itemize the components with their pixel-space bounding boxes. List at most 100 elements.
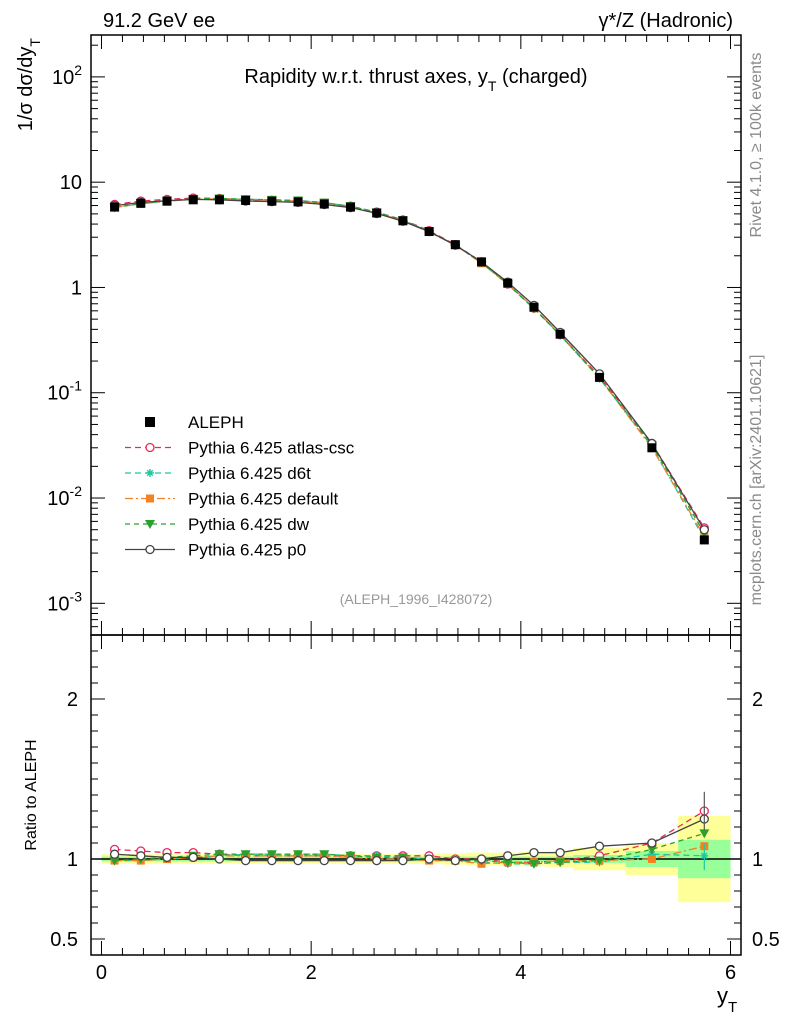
data-point bbox=[162, 196, 172, 206]
main-y-tick-label: 102 bbox=[52, 62, 82, 89]
plot-title-main: Rapidity w.r.t. thrust axes, y bbox=[244, 66, 487, 88]
data-point bbox=[267, 196, 277, 206]
ratio-y-tick-label: 0.5 bbox=[50, 929, 78, 951]
mc-ratio-point bbox=[319, 855, 329, 866]
mc-series-line bbox=[114, 198, 705, 537]
data-point bbox=[188, 195, 198, 205]
main-y-tick-base: 10 bbox=[47, 593, 69, 615]
x-tick-label: 0 bbox=[96, 962, 107, 984]
mc-ratio-point bbox=[240, 850, 251, 860]
ratio-series-layer bbox=[109, 791, 710, 871]
mc-ratio-point bbox=[424, 854, 434, 864]
ratio-y-tick-label: 1 bbox=[67, 849, 78, 871]
mc-ratio-point bbox=[136, 851, 146, 861]
mc-ratio-point bbox=[450, 855, 460, 866]
legend-marker bbox=[146, 494, 154, 503]
mc-ratio-point bbox=[109, 849, 120, 859]
data-point bbox=[424, 227, 434, 237]
main-y-axis-label: 1/σ dσ/dyT bbox=[15, 38, 43, 132]
legend: ALEPH Pythia 6.425 atlas-csc Pythia 6.425 … bbox=[125, 413, 355, 560]
plot-title: Rapidity w.r.t. thrust axes, yT (charged… bbox=[244, 66, 587, 94]
legend-marker bbox=[145, 417, 155, 427]
mc-ratio-point bbox=[293, 855, 303, 866]
ratio-axis-ticks: 0 2 4 6 0.5 0.5 1 1 2 2 bbox=[50, 635, 780, 984]
main-y-tick-label: 10-1 bbox=[47, 378, 82, 405]
data-point bbox=[372, 208, 382, 218]
main-y-axis-label-main: 1/σ dσ/dy bbox=[15, 47, 37, 132]
analysis-label: (ALEPH_1996_I428072) bbox=[340, 591, 493, 607]
legend-marker bbox=[145, 544, 155, 555]
x-tick-label: 6 bbox=[725, 962, 736, 984]
data-point bbox=[214, 195, 224, 205]
rivet-version-label: Rivet 4.1.0, ≥ 100k events bbox=[748, 53, 765, 238]
mc-ratio-point bbox=[240, 855, 251, 866]
ratio-y-tick-label-right: 2 bbox=[752, 689, 763, 711]
main-y-axis-label-sub: T bbox=[27, 38, 43, 47]
mc-ratio-point bbox=[646, 845, 657, 855]
mc-ratio-point bbox=[647, 855, 656, 863]
mc-ratio-point bbox=[594, 841, 605, 851]
main-y-tick-exponent: -3 bbox=[70, 588, 83, 604]
data-point bbox=[529, 302, 539, 312]
legend-label: Pythia 6.425 default bbox=[188, 490, 339, 509]
main-y-tick-exponent: -2 bbox=[70, 483, 83, 499]
main-y-tick-label: 1 bbox=[71, 277, 82, 299]
x-tick-label: 4 bbox=[515, 962, 526, 984]
mc-ratio-point bbox=[188, 852, 198, 863]
mc-series-line bbox=[114, 198, 705, 540]
data-point bbox=[241, 195, 251, 205]
main-y-tick-label: 10-3 bbox=[47, 588, 82, 615]
data-point bbox=[555, 329, 565, 339]
mcplots-label: mcplots.cern.ch [arXiv:2401.10621] bbox=[748, 355, 765, 606]
header-energy-label: 91.2 GeV ee bbox=[103, 10, 215, 32]
ratio-y-axis-label: Ratio to ALEPH bbox=[23, 739, 40, 850]
data-point bbox=[647, 443, 657, 453]
mc-ratio-point bbox=[109, 856, 120, 866]
mc-ratio-point bbox=[647, 838, 657, 848]
mc-ratio-point bbox=[162, 852, 172, 863]
data-point bbox=[293, 197, 303, 207]
mc-ratio-point bbox=[528, 859, 539, 869]
plot-title-tail: (charged) bbox=[496, 66, 587, 88]
mc-ratio-point bbox=[293, 850, 304, 860]
mc-ratio-point bbox=[502, 858, 513, 868]
mc-ratio-point bbox=[555, 858, 566, 868]
data-point bbox=[319, 199, 329, 209]
legend-marker bbox=[145, 520, 155, 529]
mc-ratio-point bbox=[699, 829, 710, 839]
mc-ratio-point bbox=[266, 850, 277, 860]
mc-ratio-point bbox=[529, 847, 539, 858]
legend-label: ALEPH bbox=[188, 413, 244, 432]
legend-label: Pythia 6.425 atlas-csc bbox=[188, 439, 355, 458]
main-y-tick-base: 10 bbox=[52, 67, 74, 89]
ratio-y-tick-label-right: 0.5 bbox=[752, 929, 780, 951]
main-y-tick-base: 10 bbox=[47, 488, 69, 510]
main-y-tick-exponent: 2 bbox=[74, 62, 82, 78]
mc-ratio-point bbox=[214, 854, 225, 864]
data-point bbox=[398, 216, 408, 226]
data-point bbox=[477, 257, 487, 267]
data-point bbox=[136, 198, 146, 208]
legend-label: Pythia 6.425 p0 bbox=[188, 541, 306, 560]
main-y-tick-exponent: -1 bbox=[70, 378, 83, 394]
x-axis-label: yT bbox=[717, 983, 737, 1016]
mc-ratio-point bbox=[594, 856, 605, 866]
mc-ratio-point bbox=[319, 850, 330, 860]
main-series-layer bbox=[109, 193, 710, 545]
data-point bbox=[503, 278, 513, 288]
mc-ratio-point bbox=[267, 855, 277, 866]
mc-point bbox=[699, 525, 709, 535]
data-point bbox=[110, 202, 120, 212]
ratio-y-tick-label: 2 bbox=[67, 689, 78, 711]
data-point bbox=[699, 535, 709, 545]
ratio-panel: 0 2 4 6 0.5 0.5 1 1 2 2 Ratio to ALEPH yT bbox=[23, 634, 780, 1016]
legend-marker bbox=[145, 442, 155, 453]
plot-title-sub: T bbox=[488, 78, 497, 94]
x-axis-label-main: y bbox=[717, 983, 728, 1008]
data-point bbox=[450, 240, 460, 250]
mc-ratio-point bbox=[372, 855, 382, 866]
legend-label: Pythia 6.425 d6t bbox=[188, 464, 311, 483]
x-tick-label: 2 bbox=[306, 962, 317, 984]
